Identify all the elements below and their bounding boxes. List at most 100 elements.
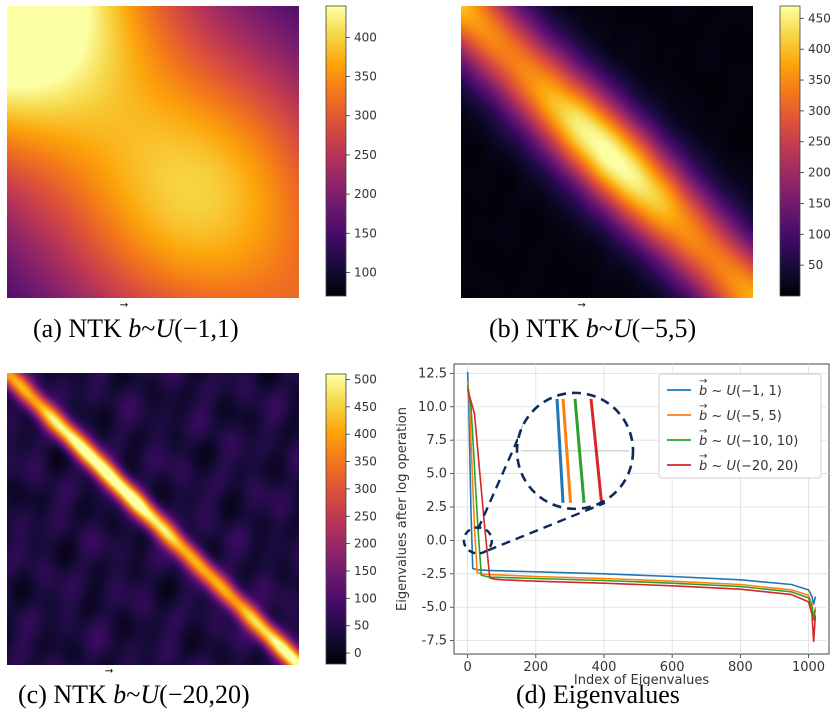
colorbar-tick-label: 200 [354,187,377,201]
caption-d-text: (d) Eigenvalues [516,680,680,709]
zoom-series-line-3 [589,398,604,504]
colorbar-tick-label: 500 [354,372,377,386]
caption-a: (a) NTK ⃗b~U(−1,1) [33,314,239,344]
heatmap-a [7,6,299,298]
x-tick-label: 200 [523,660,548,675]
caption-c-dist: U [140,680,160,709]
x-tick-label: 800 [728,660,753,675]
caption-c-vec: b [113,680,127,709]
series-line-3 [466,389,817,643]
caption-a-sim: ~ [141,314,156,343]
y-axis-label: Eigenvalues after log operation [395,407,410,611]
colorbar-tick-label: 450 [808,11,831,25]
colorbar-tick-label: 150 [808,196,831,210]
vector-b: ⃗b [113,680,126,709]
colorbar-tick-label: 400 [808,42,831,56]
colorbar-tick-label: 350 [354,455,377,469]
x-tick-label: 0 [463,660,471,675]
caption-b: (b) NTK ⃗b~U(−5,5) [489,314,696,344]
x-tick-label: 600 [660,660,685,675]
colorbar-gradient [779,5,801,297]
panel-b: 50 100 150 200 250 300 350 400 450 [420,0,839,360]
vector-b: ⃗b [586,314,599,343]
colorbar-gradient [325,5,347,297]
y-tick-label: 0.0 [426,533,447,548]
colorbar-tick-label: 350 [808,73,831,87]
colorbar-tick-label: 150 [354,564,377,578]
colorbar-tick-label: 100 [354,265,377,279]
caption-b-prefix: (b) NTK [489,314,586,343]
colorbar-tick-label: 350 [354,70,377,84]
colorbar-tick-label: 200 [354,537,377,551]
caption-c-prefix: (c) NTK [18,680,114,709]
series-line-1 [466,381,817,619]
colorbar-c: 0 50 100 150 200 250 300 350 400 450 500 [325,372,377,665]
y-tick-label: 2.5 [426,500,447,515]
y-tick-label: 7.5 [426,433,447,448]
legend-label-2: b ~ U(−10, 10) [699,434,798,449]
y-tick-label: -2.5 [422,567,447,582]
colorbar-tick-label: 450 [354,400,377,414]
legend-label-3: b ~ U(−20, 20) [699,459,798,474]
colorbar-tick-label: 50 [808,258,823,272]
zoom-source-ellipse [462,526,494,555]
caption-b-sim: ~ [598,314,613,343]
x-axis-label: Index of Eigenvalues [574,673,709,686]
vector-arrow-icon: → [699,426,707,437]
legend [658,373,822,479]
zoom-lens [515,391,635,511]
colorbar-tick-label: 250 [808,135,831,149]
vector-arrow-icon: → [699,401,707,412]
zoom-series-line-1 [561,398,573,503]
caption-a-args: (−1,1) [174,314,239,343]
colorbar-tick-label: 0 [354,646,362,660]
caption-a-dist: U [155,314,175,343]
colorbar-tick-label: 100 [354,591,377,605]
vector-arrow-icon: → [699,451,707,462]
zoom-connector [476,422,527,530]
heatmap-c [7,373,299,665]
zoom-connector [487,501,606,552]
panel-c: 0 50 100 150 200 250 300 350 400 450 500 [0,360,420,670]
zoom-series-line-0 [555,398,565,503]
colorbar-tick-label: 300 [354,109,377,123]
x-tick-label: 400 [592,660,617,675]
series-line-2 [466,385,817,621]
x-tick-label: 1000 [792,660,825,675]
caption-a-prefix: (a) NTK [33,314,129,343]
caption-c-args: (−20,20) [159,680,250,709]
colorbar-tick-label: 400 [354,427,377,441]
caption-b-args: (−5,5) [631,314,697,343]
caption-a-vec: b [128,314,142,343]
y-tick-label: 12.5 [418,366,447,381]
caption-c: (c) NTK ⃗b~U(−20,20) [18,680,250,710]
colorbar-tick-label: 300 [354,482,377,496]
heatmap-b [461,6,753,298]
colorbar-tick-label: 400 [354,30,377,44]
colorbar-tick-label: 50 [354,619,369,633]
series-line-0 [466,371,817,605]
colorbar-gradient [325,373,347,665]
colorbar-tick-label: 200 [808,166,831,180]
y-tick-label: 10.0 [418,400,447,415]
y-tick-label: 5.0 [426,467,447,482]
caption-c-sim: ~ [126,680,141,709]
colorbar-b: 50 100 150 200 250 300 350 400 450 [779,5,831,297]
eigenvalue-line-chart: 0 200 400 600 800 1000 -7.5 -5.0 -2.5 0.0 2.5 5.0 7.… [395,363,830,686]
colorbar-tick-label: 150 [354,226,377,240]
colorbar-tick-label: 100 [808,227,831,241]
legend-label-1: b ~ U(−5, 5) [699,409,782,424]
caption-b-vec: b [585,314,599,343]
y-tick-label: -5.0 [422,600,447,615]
caption-d: (d) Eigenvalues [516,680,680,710]
colorbar-tick-label: 250 [354,148,377,162]
y-tick-label: -7.5 [422,634,447,649]
caption-b-dist: U [612,314,632,343]
panel-a: 100 150 200 250 300 350 400 [0,0,420,360]
zoom-series-line-2 [573,398,586,503]
colorbar-tick-label: 250 [354,509,377,523]
legend-label-0: b ~ U(−1, 1) [699,384,782,399]
colorbar-tick-label: 300 [808,104,831,118]
vector-b: ⃗b [128,314,141,343]
colorbar-a: 100 150 200 250 300 350 400 [325,5,377,297]
